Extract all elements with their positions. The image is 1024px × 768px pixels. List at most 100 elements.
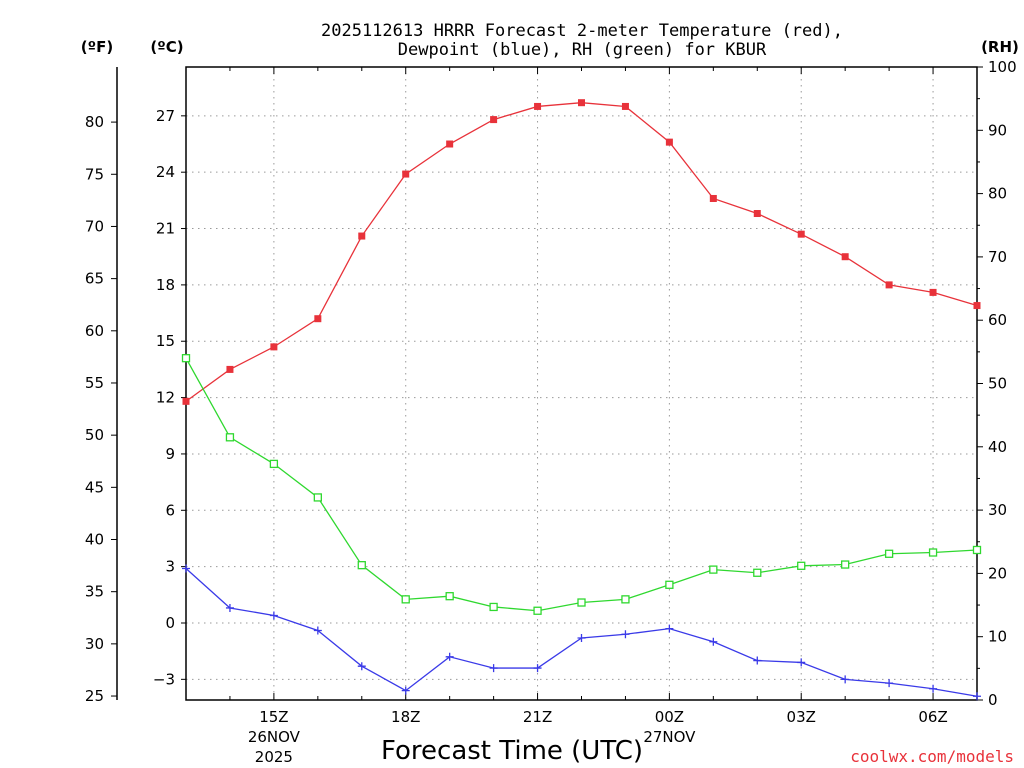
rh-point [269,459,279,469]
rh-point [753,568,762,577]
temperature-point [402,170,410,178]
x-tick-label: 00Z [655,708,684,726]
celsius-tick-label: 21 [156,220,175,238]
fahrenheit-tick-label: 50 [85,426,104,444]
rh-point [533,606,542,615]
chart-title-line1: 2025112613 HRRR Forecast 2-meter Tempera… [321,21,843,41]
celsius-tick-label: 15 [156,332,175,350]
fahrenheit-tick-label: 30 [85,635,104,653]
rh-point [928,548,938,557]
x-tick-year: 2025 [255,748,293,766]
celsius-tick-label: 9 [165,445,175,463]
fahrenheit-tick-label: 25 [85,687,104,705]
temperature-point [490,116,498,124]
fahrenheit-tick-label: 40 [85,531,104,549]
fahrenheit-tick-label: 75 [85,165,104,183]
dewpoint-point [753,656,762,665]
x-tick-label: 03Z [787,708,816,726]
x-tick-label: 21Z [523,708,552,726]
rh-point [797,561,806,570]
rh-tick-label: 100 [988,58,1017,76]
temperature-point [534,102,542,110]
x-tick-date: 26NOV [248,728,301,746]
celsius-tick-label: 18 [156,276,175,294]
temperature-point [753,210,761,218]
temperature-point [621,102,629,110]
rh-point [401,595,410,604]
dewpoint-point [269,611,278,620]
rh-point [577,598,586,607]
rh-point [225,433,235,442]
celsius-tick-label: 24 [156,163,175,181]
celsius-tick-label: 12 [156,389,175,407]
rh-point [313,493,322,502]
celsius-tick-label: 27 [156,107,175,125]
rh-tick-label: 10 [988,628,1007,646]
temperature-point [446,140,454,148]
fahrenheit-tick-label: 65 [85,270,104,288]
data-series [181,99,982,701]
rh-point [884,549,894,558]
fahrenheit-tick-label: 55 [85,374,104,392]
rh-point [841,560,850,569]
x-tick-label: 15Z [259,708,288,726]
temperature-point [270,343,278,351]
x-axis-label: Forecast Time (UTC) [381,736,643,766]
temperature-point [314,315,322,323]
dewpoint-point [533,664,542,673]
dewpoint-point [929,684,938,693]
rh-tick-label: 40 [988,438,1007,456]
x-tick-label: 18Z [391,708,420,726]
temperature-point [929,288,937,296]
temperature-point [358,232,366,240]
rh-series [181,354,982,615]
fahrenheit-tick-label: 60 [85,322,104,340]
rh-point [181,354,191,363]
dewpoint-line [185,568,978,697]
dewpoint-point [401,686,410,695]
fahrenheit-tick-label: 70 [85,217,104,235]
dewpoint-point [621,630,630,639]
dewpoint-series [182,564,981,701]
temperature-point [182,397,190,405]
celsius-axis-unit: (ºC) [150,38,183,56]
dewpoint-point [709,637,718,646]
rh-axis-unit: (RH) [981,38,1019,56]
dewpoint-point [973,692,981,701]
celsius-tick-label: 3 [165,558,175,576]
dewpoint-point [489,664,498,673]
temperature-series [182,99,981,405]
dewpoint-point [797,658,806,667]
x-tick-date: 27NOV [643,728,696,746]
rh-tick-label: 20 [988,564,1007,582]
rh-point [709,565,718,574]
rh-tick-label: 80 [988,185,1007,203]
rh-line [185,357,978,612]
fahrenheit-tick-label: 80 [85,113,104,131]
rh-tick-label: 70 [988,248,1007,266]
temperature-point [885,281,893,289]
temperature-point [797,230,805,238]
dewpoint-point [182,564,190,573]
rh-tick-label: 30 [988,501,1007,519]
axes [111,66,983,701]
dewpoint-point [841,675,850,684]
x-tick-label: 06Z [918,708,947,726]
temperature-point [709,194,717,202]
celsius-tick-label: 6 [165,501,175,519]
rh-tick-label: 0 [988,691,998,709]
temperature-point [841,253,849,261]
rh-point [357,561,366,570]
dewpoint-point [577,634,586,643]
dewpoint-point [665,624,674,633]
credit-text: coolwx.com/models [850,747,1014,766]
temperature-line [185,102,978,402]
fahrenheit-axis-unit: (ºF) [81,38,113,56]
celsius-tick-label: 0 [165,614,175,632]
fahrenheit-tick-label: 35 [85,583,104,601]
dewpoint-point [885,679,894,688]
temperature-point [578,99,585,107]
dewpoint-point [445,652,454,661]
